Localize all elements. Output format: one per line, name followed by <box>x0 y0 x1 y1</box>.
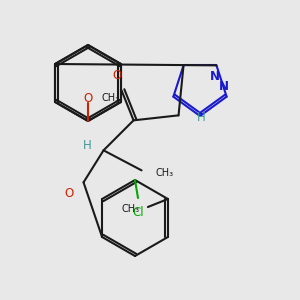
Text: O: O <box>83 92 93 106</box>
Text: Cl: Cl <box>132 206 144 219</box>
Text: CH₃: CH₃ <box>155 168 174 178</box>
Text: H: H <box>196 111 205 124</box>
Text: CH₃: CH₃ <box>122 204 140 214</box>
Text: N: N <box>219 80 229 93</box>
Text: CH₃: CH₃ <box>102 93 120 103</box>
Text: H: H <box>83 139 92 152</box>
Text: N: N <box>209 70 220 83</box>
Text: O: O <box>64 187 74 200</box>
Text: O: O <box>112 69 121 82</box>
